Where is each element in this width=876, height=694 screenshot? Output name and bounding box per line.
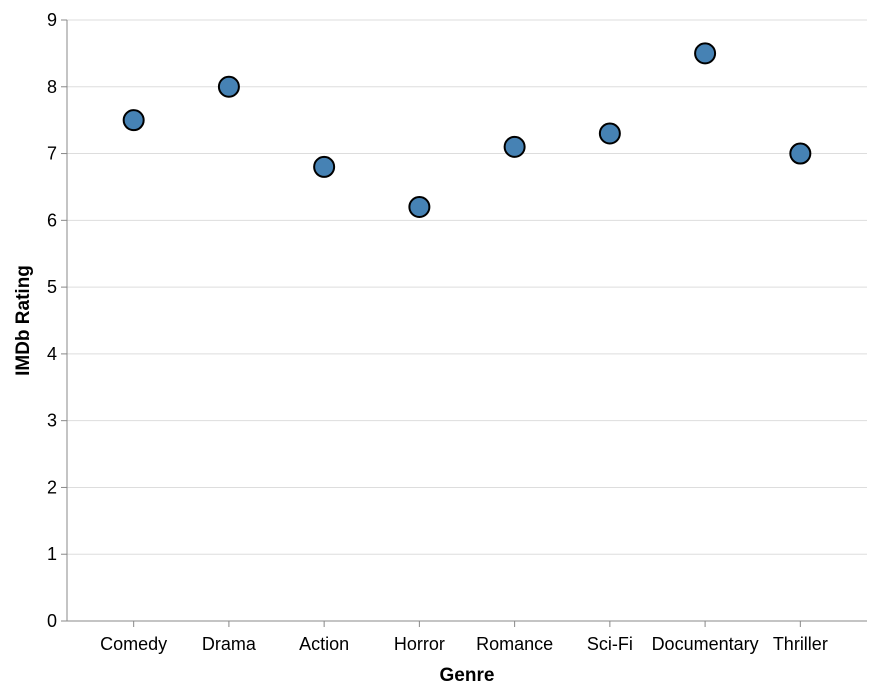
x-tick-label: Thriller (773, 634, 828, 654)
data-points (122, 42, 812, 218)
x-tick-label: Horror (394, 634, 445, 654)
data-point (313, 155, 336, 178)
x-axis-title: Genre (440, 665, 495, 686)
y-tick-label: 1 (47, 544, 57, 564)
grid-layer (67, 19, 867, 555)
x-axis-ticks: Comedy Drama Action Horror Romance Sci-Fi Docu… (100, 621, 828, 654)
y-tick-label: 2 (47, 477, 57, 497)
y-axis-ticks: 0 1 2 3 4 5 6 7 8 9 (47, 10, 67, 631)
data-point (217, 75, 240, 98)
x-tick-label: Action (299, 634, 349, 654)
y-tick-label: 3 (47, 411, 57, 431)
y-tick-label: 6 (47, 210, 57, 230)
axis-layer (66, 20, 867, 622)
y-tick-label: 8 (47, 77, 57, 97)
data-point (122, 109, 145, 132)
y-tick-label: 5 (47, 277, 57, 297)
data-point (694, 42, 717, 65)
x-tick-label: Drama (202, 634, 257, 654)
x-tick-label: Comedy (100, 634, 167, 654)
y-tick-label: 0 (47, 611, 57, 631)
data-point (598, 122, 621, 145)
data-point (503, 135, 526, 158)
data-point (789, 142, 812, 165)
y-tick-label: 4 (47, 344, 57, 364)
data-point (408, 195, 431, 218)
y-axis-title: IMDb Rating (13, 265, 34, 376)
y-tick-label: 7 (47, 144, 57, 164)
y-tick-label: 9 (47, 10, 57, 30)
x-tick-label: Documentary (652, 634, 759, 654)
x-tick-label: Romance (476, 634, 553, 654)
x-tick-label: Sci-Fi (587, 634, 633, 654)
